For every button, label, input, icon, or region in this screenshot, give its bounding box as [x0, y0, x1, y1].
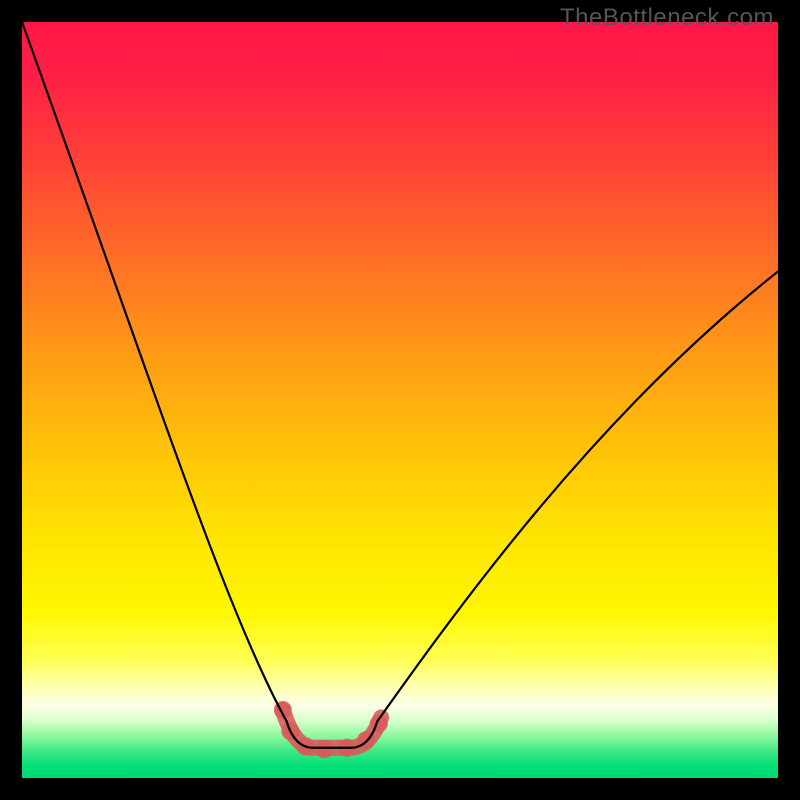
- trough-highlight-dot: [315, 740, 333, 758]
- plot-area: [22, 22, 778, 778]
- watermark-text: TheBottleneck.com: [560, 4, 774, 32]
- chart-stage: TheBottleneck.com: [0, 0, 800, 800]
- bottleneck-curve: [22, 22, 778, 778]
- bottleneck-curve-path: [22, 22, 778, 748]
- trough-highlight-dot: [370, 715, 388, 733]
